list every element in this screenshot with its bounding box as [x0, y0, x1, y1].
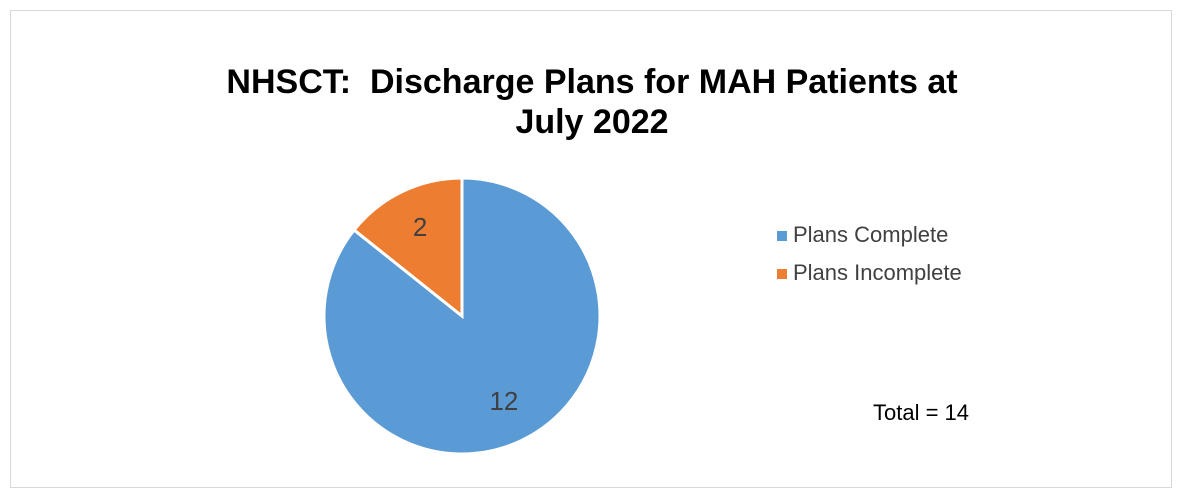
chart-title: NHSCT: Discharge Plans for MAH Patients … [226, 63, 968, 141]
pie-slice [351, 176, 464, 320]
data-label: 2 [413, 212, 427, 242]
data-label: 12 [489, 386, 518, 416]
legend-swatch [777, 231, 787, 241]
annotation: Total = 14 [873, 400, 969, 425]
chart-frame [10, 10, 1172, 488]
legend-label: Plans Incomplete [793, 260, 962, 285]
legend-label: Plans Complete [793, 222, 948, 247]
legend-swatch [777, 269, 787, 279]
